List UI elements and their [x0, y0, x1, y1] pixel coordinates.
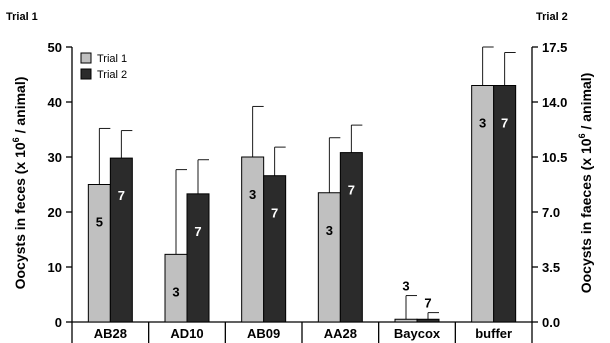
legend-label: Trial 1 [97, 53, 127, 65]
n-label: 7 [118, 188, 125, 203]
y-tick-label-right: 3.5 [542, 260, 560, 275]
category-label: AB09 [247, 326, 280, 341]
y-tick-label-left: 40 [48, 95, 62, 110]
category-label-line: AB28 [94, 326, 127, 341]
category-label-line: Baycox [394, 326, 441, 341]
n-label: 7 [271, 206, 278, 221]
bar [241, 156, 265, 323]
y-tick-label-left: 30 [48, 150, 62, 165]
bar [394, 318, 418, 323]
bar [339, 152, 363, 323]
y-axis-title-right-tail: / animal) [578, 73, 594, 134]
category-label: Baycox2.5% [394, 326, 441, 343]
n-label: 3 [326, 223, 333, 238]
y-tick-label-right: 14.0 [542, 95, 567, 110]
category-label-line: buffer [475, 326, 512, 341]
category-label-line: 2.5% [402, 340, 432, 343]
category-label: AB28 [94, 326, 127, 341]
y-axis-title-right: Oocysts in faeces (x 106 / animal) [577, 73, 594, 294]
category-label: buffer [475, 326, 512, 341]
legend-label: Trial 2 [97, 69, 127, 81]
n-label: 3 [249, 187, 256, 202]
n-label: 3 [402, 279, 409, 294]
n-label: 3 [172, 284, 179, 299]
left-axis-header: Trial 1 [6, 11, 38, 23]
y-tick-label-right: 0.0 [542, 315, 560, 330]
y-axis-title-left: Oocysts in feces (x 106 / animal) [11, 77, 28, 290]
plot-area: 0 0.0 10 3.5 20 7.0 30 10.5 40 14.0 50 17.5 AB28 AD10… [48, 40, 567, 343]
category-label-line: AD10 [170, 326, 203, 341]
bar [186, 193, 210, 323]
y-tick-label-right: 17.5 [542, 40, 567, 55]
n-label: 3 [479, 116, 486, 131]
bar [263, 175, 287, 323]
y-axis-title-right-main: Oocysts in faeces (x 10 [578, 138, 594, 293]
legend-swatch [80, 68, 92, 80]
bar [87, 184, 111, 323]
category-label: AA28 [324, 326, 357, 341]
y-axis-title-left-tail: / animal) [12, 77, 28, 138]
n-label: 5 [96, 215, 103, 230]
y-tick-label-left: 50 [48, 40, 62, 55]
n-label: 7 [424, 296, 431, 311]
bar [317, 192, 341, 323]
y-tick-label-left: 0 [55, 315, 62, 330]
y-axis-title-right-exp: 6 [577, 133, 587, 138]
bar [109, 157, 133, 323]
n-label: 7 [501, 116, 508, 131]
bar [416, 318, 440, 323]
legend-swatch [80, 52, 92, 64]
category-label-line: AB09 [247, 326, 280, 341]
category-label-line: AA28 [324, 326, 357, 341]
y-axis-title-left-main: Oocysts in feces (x 10 [12, 142, 28, 289]
y-tick-label-left: 10 [48, 260, 62, 275]
category-label: AD10 [170, 326, 203, 341]
y-axis-title-left-exp: 6 [11, 137, 21, 142]
n-label: 7 [194, 224, 201, 239]
n-label: 7 [348, 183, 355, 198]
y-tick-label-right: 10.5 [542, 150, 567, 165]
y-tick-label-left: 20 [48, 205, 62, 220]
y-tick-label-right: 7.0 [542, 205, 560, 220]
right-axis-header: Trial 2 [536, 11, 568, 23]
legend: Trial 1 Trial 2 [80, 52, 127, 81]
